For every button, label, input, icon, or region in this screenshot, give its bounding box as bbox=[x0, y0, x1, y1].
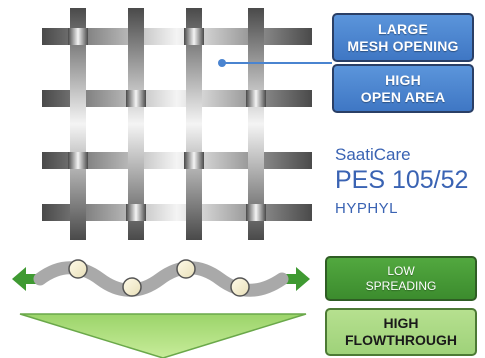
mesh-weave-overlaps bbox=[68, 28, 266, 221]
label-high-open-area-text: HIGH OPEN AREA bbox=[360, 71, 446, 105]
label-high-flowthrough-text: HIGH FLOWTHROUGH bbox=[345, 315, 457, 348]
left-arrow-icon bbox=[12, 267, 38, 291]
fluid-bead bbox=[230, 277, 250, 297]
product-brand: SaatiCare bbox=[335, 145, 411, 164]
fluid-bead bbox=[68, 259, 88, 279]
flow-illustration bbox=[12, 259, 310, 358]
fluid-bead bbox=[122, 277, 142, 297]
label-large-mesh-opening: LARGE MESH OPENING bbox=[332, 13, 474, 62]
label-low-spreading: LOW SPREADING bbox=[325, 256, 477, 301]
label-low-spreading-text: LOW SPREADING bbox=[365, 263, 437, 293]
label-high-open-area: HIGH OPEN AREA bbox=[332, 64, 474, 113]
mesh-horizontal-threads bbox=[42, 28, 312, 221]
product-model: PES 105/52 bbox=[335, 166, 469, 194]
label-high-flowthrough: HIGH FLOWTHROUGH bbox=[325, 308, 477, 356]
mesh-vertical-threads bbox=[70, 8, 264, 240]
mesh-pointer bbox=[218, 59, 332, 67]
right-arrow-icon bbox=[284, 267, 310, 291]
label-large-mesh-opening-text: LARGE MESH OPENING bbox=[347, 20, 459, 54]
mesh-weave bbox=[42, 8, 312, 240]
down-arrow-icon bbox=[19, 313, 307, 358]
fluid-bead bbox=[176, 259, 196, 279]
product-variant: HYPHYL bbox=[335, 200, 399, 217]
